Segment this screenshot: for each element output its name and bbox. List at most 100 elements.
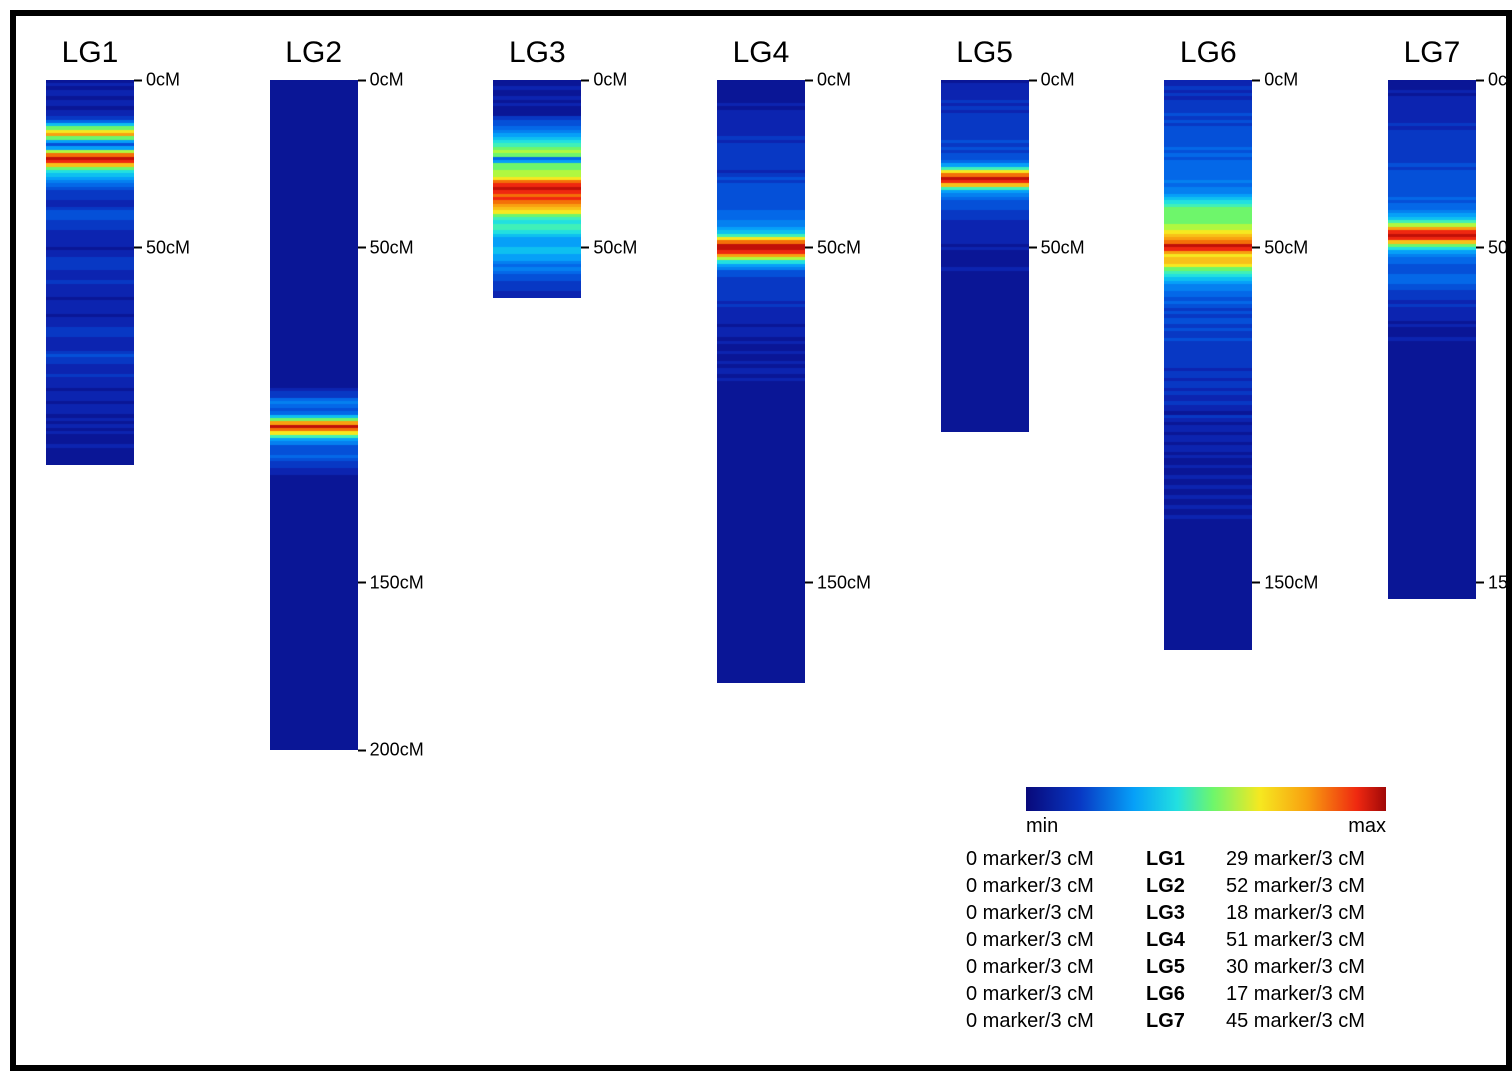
legend-max-value: 45 marker/3 cM [1226, 1008, 1446, 1035]
axis-tick: 50cM [1476, 237, 1512, 258]
tick-label: 150cM [1264, 572, 1318, 593]
legend-max-value: 52 marker/3 cM [1226, 873, 1446, 900]
legend-group-name: LG5 [1146, 954, 1226, 981]
legend-min-value: 0 marker/3 cM [966, 900, 1146, 927]
tick-mark [805, 79, 813, 81]
heatmap-bar-wrap: 0cM50cM150cM [1388, 80, 1476, 599]
tick-label: 50cM [1264, 237, 1308, 258]
legend-max-value: 18 marker/3 cM [1226, 900, 1446, 927]
heatmap-bar-wrap: 0cM50cM150cM200cM [270, 80, 358, 750]
heatmap-bar-wrap: 0cM50cM [941, 80, 1029, 432]
legend-min-value: 0 marker/3 cM [966, 846, 1146, 873]
linkage-group: LG6 0cM50cM150cM [1164, 36, 1252, 750]
axis-tick: 150cM [805, 572, 871, 593]
axis-tick: 150cM [1476, 572, 1512, 593]
legend-min-value: 0 marker/3 cM [966, 1008, 1146, 1035]
linkage-group: LG30cM50cM [493, 36, 581, 750]
tick-mark [1252, 79, 1260, 81]
linkage-group: LG2 0cM50cM150cM200cM [270, 36, 358, 750]
axis-tick: 50cM [1029, 237, 1085, 258]
legend-row: 0 marker/3 cMLG129 marker/3 cM [966, 846, 1446, 873]
tick-mark [1029, 79, 1037, 81]
legend-max-value: 30 marker/3 cM [1226, 954, 1446, 981]
axis-tick: 0cM [1476, 70, 1512, 91]
group-title: LG1 [62, 36, 119, 72]
tick-mark [805, 247, 813, 249]
colorscale-labels: min max [1026, 815, 1386, 838]
axis-tick: 200cM [358, 740, 424, 761]
linkage-group: LG7 0cM50cM150cM [1388, 36, 1476, 750]
legend-row: 0 marker/3 cMLG451 marker/3 cM [966, 927, 1446, 954]
legend-max-value: 29 marker/3 cM [1226, 846, 1446, 873]
tick-mark [1252, 582, 1260, 584]
linkage-group: LG5 0cM50cM [941, 36, 1029, 750]
legend-max-value: 17 marker/3 cM [1226, 981, 1446, 1008]
tick-mark [1476, 582, 1484, 584]
tick-label: 0cM [146, 70, 180, 91]
colorscale-max-label: max [1348, 815, 1386, 838]
tick-label: 50cM [370, 237, 414, 258]
legend-group-name: LG1 [1146, 846, 1226, 873]
tick-label: 0cM [817, 70, 851, 91]
axis-tick: 50cM [805, 237, 861, 258]
heatmap-bar [717, 80, 805, 683]
tick-mark [581, 247, 589, 249]
tick-mark [358, 582, 366, 584]
legend-group-name: LG3 [1146, 900, 1226, 927]
axis-tick: 0cM [805, 70, 851, 91]
tick-label: 0cM [370, 70, 404, 91]
heatmap-bar [46, 80, 134, 465]
tick-mark [1252, 247, 1260, 249]
linkage-groups-row: LG10cM50cMLG20cM50cM150cM200cMLG30cM50cM… [46, 36, 1476, 750]
group-title: LG2 [285, 36, 342, 72]
axis-tick: 150cM [358, 572, 424, 593]
legend-min-value: 0 marker/3 cM [966, 927, 1146, 954]
axis-tick: 0cM [1029, 70, 1075, 91]
linkage-group: LG4 0cM50cM150cM [717, 36, 805, 750]
colorscale-min-label: min [1026, 815, 1058, 838]
group-title: LG5 [956, 36, 1013, 72]
tick-label: 0cM [1488, 70, 1512, 91]
heatmap-bar [1388, 80, 1476, 599]
group-title: LG6 [1180, 36, 1237, 72]
tick-label: 0cM [593, 70, 627, 91]
legend-min-value: 0 marker/3 cM [966, 873, 1146, 900]
heatmap-bar [1164, 80, 1252, 650]
heatmap-bar-wrap: 0cM50cM [493, 80, 581, 298]
legend-table: 0 marker/3 cMLG129 marker/3 cM0 marker/3… [966, 846, 1446, 1035]
axis-tick: 50cM [134, 237, 190, 258]
axis-tick: 0cM [134, 70, 180, 91]
tick-label: 50cM [817, 237, 861, 258]
legend-max-value: 51 marker/3 cM [1226, 927, 1446, 954]
figure-frame: LG10cM50cMLG20cM50cM150cM200cMLG30cM50cM… [10, 10, 1512, 1071]
legend-row: 0 marker/3 cMLG745 marker/3 cM [966, 1008, 1446, 1035]
legend-min-value: 0 marker/3 cM [966, 954, 1146, 981]
legend-row: 0 marker/3 cMLG617 marker/3 cM [966, 981, 1446, 1008]
group-title: LG7 [1404, 36, 1461, 72]
legend: min max 0 marker/3 cMLG129 marker/3 cM0 … [966, 787, 1446, 1035]
tick-mark [581, 79, 589, 81]
axis-tick: 0cM [581, 70, 627, 91]
tick-mark [358, 749, 366, 751]
legend-row: 0 marker/3 cMLG318 marker/3 cM [966, 900, 1446, 927]
heatmap-bar [941, 80, 1029, 432]
tick-label: 50cM [1488, 237, 1512, 258]
tick-label: 50cM [146, 237, 190, 258]
tick-label: 0cM [1264, 70, 1298, 91]
axis-tick: 0cM [358, 70, 404, 91]
tick-mark [1029, 247, 1037, 249]
legend-row: 0 marker/3 cMLG530 marker/3 cM [966, 954, 1446, 981]
axis-tick: 0cM [1252, 70, 1298, 91]
legend-row: 0 marker/3 cMLG252 marker/3 cM [966, 873, 1446, 900]
tick-mark [1476, 247, 1484, 249]
legend-group-name: LG4 [1146, 927, 1226, 954]
heatmap-bar-wrap: 0cM50cM150cM [1164, 80, 1252, 650]
colorscale-bar [1026, 787, 1386, 811]
group-title: LG4 [733, 36, 790, 72]
linkage-group: LG10cM50cM [46, 36, 134, 750]
heatmap-bar-wrap: 0cM50cM150cM [717, 80, 805, 683]
tick-mark [358, 79, 366, 81]
tick-mark [134, 247, 142, 249]
legend-group-name: LG2 [1146, 873, 1226, 900]
heatmap-bar [270, 80, 358, 750]
